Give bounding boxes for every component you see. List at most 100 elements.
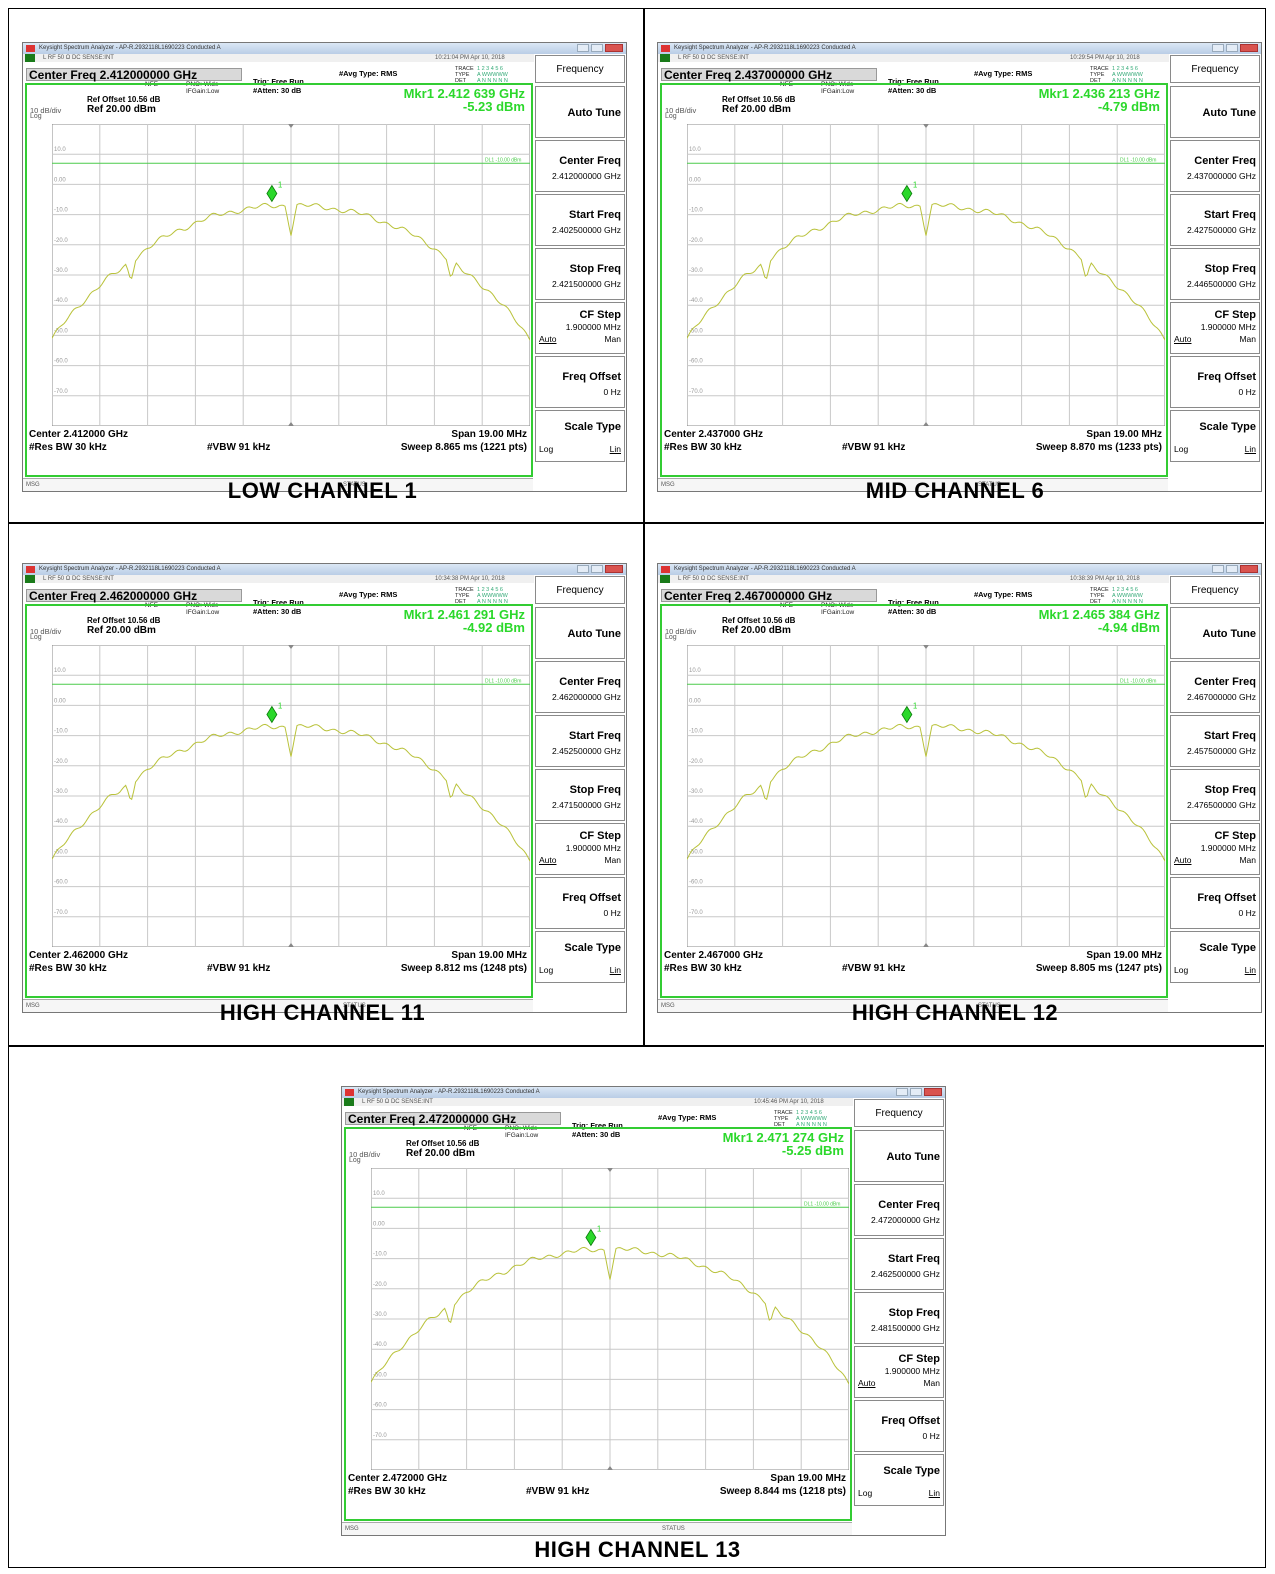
close-button[interactable] [924, 1088, 942, 1096]
auto-tune-key[interactable]: Auto Tune [535, 607, 625, 659]
sweep-footer: Sweep 8.844 ms (1218 pts) [719, 1486, 846, 1497]
scale-log-option[interactable]: Log [1174, 444, 1189, 454]
stop-freq-key[interactable]: Stop Freq 2.421500000 GHz [535, 248, 625, 300]
maximize-button[interactable] [1226, 565, 1238, 573]
maximize-button[interactable] [591, 44, 603, 52]
cf-man-option[interactable]: Man [923, 1378, 940, 1388]
close-button[interactable] [605, 565, 623, 573]
scale-lin-option[interactable]: Lin [928, 1488, 940, 1498]
close-button[interactable] [605, 44, 623, 52]
maximize-button[interactable] [910, 1088, 922, 1096]
scale-lin-option[interactable]: Lin [609, 444, 621, 454]
y-tick-label: 10.0 [54, 668, 66, 674]
freq-offset-key[interactable]: Freq Offset 0 Hz [535, 877, 625, 929]
center-freq-key[interactable]: Center Freq 2.472000000 GHz [854, 1184, 944, 1236]
trigger-label: Trig: Free Run [253, 598, 304, 607]
start-freq-key[interactable]: Start Freq 2.462500000 GHz [854, 1238, 944, 1290]
cf-auto-option[interactable]: Auto [539, 334, 557, 344]
spectrum-trace [687, 723, 1165, 862]
center-freq-key[interactable]: Center Freq 2.437000000 GHz [1170, 140, 1260, 192]
close-button[interactable] [1240, 44, 1258, 52]
center-freq-key[interactable]: Center Freq 2.462000000 GHz [535, 661, 625, 713]
ifgain-label: IFGain:Low [821, 88, 855, 95]
start-freq-key[interactable]: Start Freq 2.427500000 GHz [1170, 194, 1260, 246]
cf-auto-option[interactable]: Auto [1174, 855, 1192, 865]
center-freq-key[interactable]: Center Freq 2.412000000 GHz [535, 140, 625, 192]
minimize-button[interactable] [1212, 44, 1224, 52]
scale-lin-option[interactable]: Lin [1244, 444, 1256, 454]
start-freq-key-value: 2.402500000 GHz [552, 225, 621, 235]
cf-man-option[interactable]: Man [1239, 334, 1256, 344]
start-freq-key[interactable]: Start Freq 2.402500000 GHz [535, 194, 625, 246]
cf-step-key[interactable]: CF Step 1.900000 MHz Auto Man [535, 302, 625, 354]
marker-diamond [901, 184, 913, 203]
center-tick-top [923, 645, 929, 649]
ifgain-label: IFGain:Low [186, 88, 220, 95]
cf-man-option[interactable]: Man [1239, 855, 1256, 865]
y-tick-label: -70.0 [54, 389, 68, 395]
freq-offset-key[interactable]: Freq Offset 0 Hz [1170, 877, 1260, 929]
minimize-button[interactable] [1212, 565, 1224, 573]
center-freq-title[interactable]: Center Freq 2.437000000 GHz [661, 68, 877, 82]
cf-step-key[interactable]: CF Step 1.900000 MHz Auto Man [1170, 302, 1260, 354]
scale-type-key[interactable]: Scale Type Log Lin [1170, 410, 1260, 462]
stop-freq-key-value: 2.446500000 GHz [1187, 279, 1256, 289]
cf-man-option[interactable]: Man [604, 334, 621, 344]
scale-type-key[interactable]: Scale Type Log Lin [535, 931, 625, 983]
cf-step-key[interactable]: CF Step 1.900000 MHz Auto Man [535, 823, 625, 875]
cf-step-key[interactable]: CF Step 1.900000 MHz Auto Man [854, 1346, 944, 1398]
cf-man-option[interactable]: Man [604, 855, 621, 865]
scale-type-key[interactable]: Scale Type Log Lin [854, 1454, 944, 1506]
app-icon [345, 1089, 354, 1096]
res-bw-footer: #Res BW 30 kHz [348, 1486, 426, 1497]
scale-lin-option[interactable]: Lin [609, 965, 621, 975]
avg-type-label: #Avg Type: RMS [974, 69, 1033, 78]
center-tick-bottom [288, 422, 294, 426]
start-freq-key[interactable]: Start Freq 2.452500000 GHz [535, 715, 625, 767]
cf-auto-option[interactable]: Auto [1174, 334, 1192, 344]
scale-type-key[interactable]: Scale Type Log Lin [1170, 931, 1260, 983]
atten-label: #Atten: 30 dB [253, 607, 302, 616]
window-title: Keysight Spectrum Analyzer - AP-R.293211… [358, 1089, 540, 1095]
freq-offset-key[interactable]: Freq Offset 0 Hz [1170, 356, 1260, 408]
scale-log-option[interactable]: Log [858, 1488, 873, 1498]
cf-auto-option[interactable]: Auto [539, 855, 557, 865]
center-freq-title[interactable]: Center Freq 2.472000000 GHz [345, 1112, 561, 1126]
scale-log-option[interactable]: Log [1174, 965, 1189, 975]
lxi-icon [660, 575, 670, 583]
center-freq-title[interactable]: Center Freq 2.467000000 GHz [661, 589, 877, 603]
atten-label: #Atten: 30 dB [572, 1130, 621, 1139]
stop-freq-key[interactable]: Stop Freq 2.446500000 GHz [1170, 248, 1260, 300]
status-toolbar: L RF 50 Ω DC SENSE:INT 10:38:39 PM Apr 10… [658, 575, 1261, 583]
scale-log-option[interactable]: Log [539, 965, 554, 975]
minimize-button[interactable] [577, 565, 589, 573]
maximize-button[interactable] [1226, 44, 1238, 52]
cf-step-key[interactable]: CF Step 1.900000 MHz Auto Man [1170, 823, 1260, 875]
softkey-menu: Frequency Auto Tune Center Freq 2.467000000… [1169, 575, 1261, 1012]
scale-type-key[interactable]: Scale Type Log Lin [535, 410, 625, 462]
maximize-button[interactable] [591, 565, 603, 573]
start-freq-key[interactable]: Start Freq 2.457500000 GHz [1170, 715, 1260, 767]
auto-tune-key[interactable]: Auto Tune [854, 1130, 944, 1182]
center-freq-title[interactable]: Center Freq 2.462000000 GHz [26, 589, 242, 603]
auto-tune-key[interactable]: Auto Tune [1170, 86, 1260, 138]
stop-freq-key[interactable]: Stop Freq 2.476500000 GHz [1170, 769, 1260, 821]
stop-freq-key[interactable]: Stop Freq 2.471500000 GHz [535, 769, 625, 821]
close-button[interactable] [1240, 565, 1258, 573]
minimize-button[interactable] [577, 44, 589, 52]
scale-lin-option[interactable]: Lin [1244, 965, 1256, 975]
avg-type-label: #Avg Type: RMS [658, 1113, 717, 1122]
auto-tune-key[interactable]: Auto Tune [1170, 607, 1260, 659]
center-freq-key[interactable]: Center Freq 2.467000000 GHz [1170, 661, 1260, 713]
cf-auto-option[interactable]: Auto [858, 1378, 876, 1388]
span-footer: Span 19.00 MHz [770, 1473, 846, 1484]
minimize-button[interactable] [896, 1088, 908, 1096]
freq-offset-key[interactable]: Freq Offset 0 Hz [854, 1400, 944, 1452]
scale-log-option[interactable]: Log [539, 444, 554, 454]
center-freq-title[interactable]: Center Freq 2.412000000 GHz [26, 68, 242, 82]
y-tick-label: -70.0 [689, 910, 703, 916]
freq-offset-key[interactable]: Freq Offset 0 Hz [535, 356, 625, 408]
channel-caption: HIGH CHANNEL 11 [219, 1000, 426, 1025]
stop-freq-key[interactable]: Stop Freq 2.481500000 GHz [854, 1292, 944, 1344]
auto-tune-key[interactable]: Auto Tune [535, 86, 625, 138]
